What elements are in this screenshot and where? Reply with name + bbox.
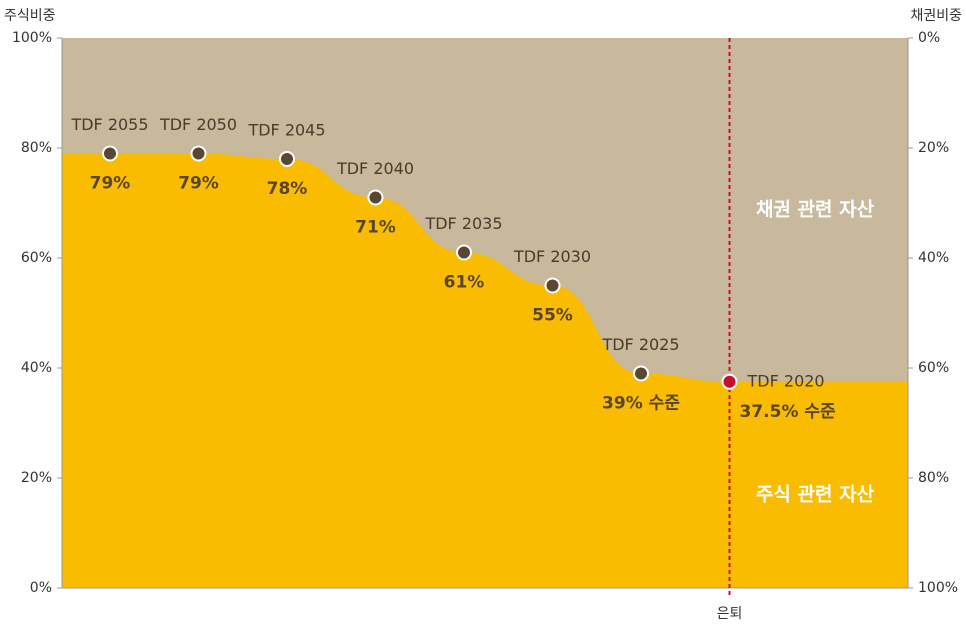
y2-tick-label: 20%: [918, 140, 949, 156]
category-label: TDF 2050: [159, 115, 237, 134]
category-label: TDF 2035: [424, 214, 502, 233]
value-label: 79%: [90, 174, 131, 194]
equity-zone-label: 주식 관련 자산: [756, 484, 875, 506]
value-label: 78%: [267, 179, 308, 199]
y-tick-label: 60%: [21, 250, 52, 266]
value-label: 79%: [178, 174, 219, 194]
point: [633, 365, 649, 382]
category-label: TDF 2030: [513, 247, 591, 266]
point: [367, 189, 384, 206]
y-tick-label: 0%: [30, 580, 52, 596]
point: [721, 373, 738, 390]
y2-tick-label: 0%: [918, 30, 940, 46]
value-label: 55%: [532, 306, 573, 326]
category-label: TDF 2055: [70, 115, 148, 134]
y-tick-label: 100%: [12, 30, 52, 46]
y-axis-title: 주식비중: [4, 8, 56, 24]
bond-zone-label: 채권 관련 자산: [756, 199, 875, 221]
y2-tick-label: 40%: [918, 250, 949, 266]
retirement-label: 은퇴: [717, 606, 743, 622]
equity-area: [62, 153, 908, 588]
category-label: TDF 2045: [247, 121, 325, 140]
y-tick-label: 20%: [21, 470, 52, 486]
y-tick-label: 80%: [21, 140, 52, 156]
point: [544, 277, 561, 294]
category-label: TDF 2025: [601, 335, 679, 354]
y2-tick-label: 100%: [918, 580, 958, 596]
y2-axis-title: 채권비중: [910, 8, 962, 24]
y2-tick-label: 80%: [918, 470, 949, 486]
value-label: 61%: [444, 273, 485, 293]
point: [279, 151, 295, 167]
y2-tick-label: 60%: [918, 360, 949, 376]
value-label: 71%: [355, 218, 396, 238]
point: [456, 244, 472, 261]
value-label: 37.5% 수준: [740, 402, 837, 422]
y-tick-label: 40%: [21, 360, 52, 376]
point: [190, 145, 207, 162]
point: [102, 145, 118, 162]
category-label: TDF 2020: [747, 371, 825, 390]
value-label: 39% 수준: [602, 394, 680, 414]
category-label: TDF 2040: [336, 159, 414, 178]
